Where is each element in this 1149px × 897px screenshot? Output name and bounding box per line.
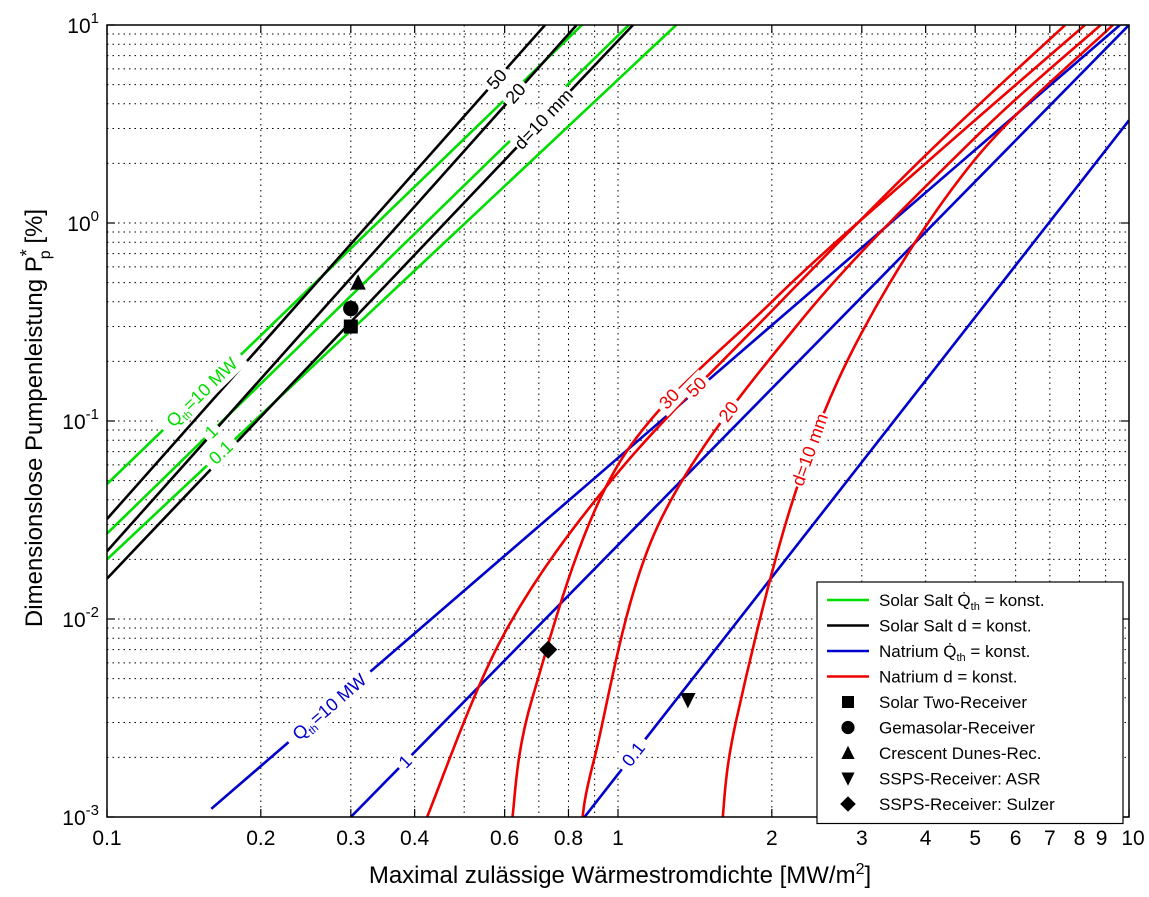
legend-marker (840, 796, 856, 812)
y-axis-label: Dimensionslose Pumpenleistung P*p [%] (17, 209, 54, 627)
x-tick-label: 8 (1074, 827, 1086, 850)
legend-label: Solar Two-Receiver (879, 693, 1027, 712)
x-tick-label: 5 (969, 827, 981, 850)
x-tick-label: 0.1 (92, 827, 121, 850)
x-tick-label: 7 (1044, 827, 1056, 850)
legend-item-natrium-q-konst: Natrium Q̇th = konst. (827, 642, 1030, 664)
point-crescent-dunes-rec (350, 274, 366, 290)
x-tick-label: 3 (856, 827, 868, 850)
legend-marker (841, 745, 855, 759)
x-tick-labels: 0.1 0.2 0.3 0.4 0.6 0.8 1 2 3 4 5 6 7 8 9 10 (92, 827, 1144, 850)
x-tick-label: 0.3 (336, 827, 365, 850)
y-tick-labels: 10-3 10-2 10-1 100 101 (62, 10, 99, 830)
legend-item-ssps-receiver-asr: SSPS-Receiver: ASR (841, 770, 1041, 789)
line-label-natrium-q-th-konst-q-th-10-mw: Qth=10 MW (281, 663, 378, 751)
legend-item-solar-two-receiver: Solar Two-Receiver (842, 693, 1027, 712)
svg-text:Qth=10 MW: Qth=10 MW (162, 354, 243, 434)
legend: Solar Salt Q̇th = konst. Solar Salt d = k… (816, 581, 1124, 825)
legend-label: SSPS-Receiver: ASR (879, 770, 1041, 789)
x-tick-label: 10 (1121, 827, 1144, 850)
legend-box (816, 581, 1124, 825)
line-label-natrium-d-konst-20: 20 (711, 393, 746, 430)
svg-text:d=10 mm: d=10 mm (788, 411, 832, 489)
line-natrium-d-konst-d-10-mm (721, 25, 1114, 817)
line-solar-salt-d-konst-50 (107, 25, 547, 520)
x-tick-label: 9 (1096, 827, 1108, 850)
line-natrium-d-konst-30 (511, 25, 1086, 817)
line-natrium-q-th-konst-0-1 (583, 119, 1129, 817)
x-tick-label: 1 (612, 827, 624, 850)
y-tick-label: 101 (67, 10, 99, 38)
point-ssps-receiver-sulzer (539, 640, 558, 659)
x-tick-label: 2 (766, 827, 778, 850)
x-tick-label: 4 (920, 827, 932, 850)
legend-label: Solar Salt Q̇th = konst. (879, 591, 1045, 613)
y-tick-label: 10-1 (62, 406, 99, 434)
legend-label: SSPS-Receiver: Sulzer (879, 795, 1055, 814)
x-tick-label: 6 (1010, 827, 1022, 850)
legend-item-solar-salt-q-konst: Solar Salt Q̇th = konst. (827, 591, 1045, 613)
legend-label: Natrium Q̇th = konst. (879, 642, 1030, 664)
legend-label: Solar Salt d = konst. (879, 617, 1032, 636)
x-tick-label: 0.2 (246, 827, 275, 850)
y-tick-label: 100 (67, 208, 99, 236)
legend-label: Gemasolar-Receiver (879, 719, 1035, 738)
legend-item-gemasolar-receiver: Gemasolar-Receiver (841, 719, 1035, 738)
point-solar-two-receiver (343, 319, 358, 334)
x-tick-label: 0.8 (554, 827, 583, 850)
plot-frame (106, 24, 1130, 818)
svg-text:Qth=10 MW: Qth=10 MW (289, 670, 373, 747)
legend-marker (841, 772, 855, 786)
line-label-natrium-q-th-konst-0-1: 0.1 (613, 732, 654, 777)
legend-item-ssps-receiver-sulzer: SSPS-Receiver: Sulzer (840, 795, 1055, 814)
x-tick-label: 0.6 (490, 827, 519, 850)
line-label-solar-salt-q-th-konst-1: 1 (197, 417, 226, 447)
legend-label: Natrium d = konst. (879, 668, 1017, 687)
x-tick-label: 0.4 (400, 827, 430, 850)
line-solar-salt-d-konst-20 (107, 25, 578, 553)
line-solar-salt-q-th-konst-0-1 (107, 25, 678, 561)
legend-marker (842, 696, 854, 708)
legend-marker (841, 720, 855, 735)
line-label-natrium-q-th-konst-1: 1 (391, 747, 420, 776)
point-gemasolar-receiver (343, 300, 359, 317)
legend-item-natrium-d-konst: Natrium d = konst. (827, 668, 1017, 687)
legend-item-crescent-dunes-rec: Crescent Dunes-Rec. (841, 744, 1042, 763)
legend-item-solar-salt-d-konst: Solar Salt d = konst. (827, 617, 1032, 636)
x-axis-label: Maximal zulässige Wärmestromdichte [MW/m… (369, 861, 871, 889)
y-tick-label: 10-2 (62, 604, 99, 632)
line-label-natrium-d-konst-d-10-mm: d=10 mm (786, 409, 834, 491)
line-natrium-d-konst-20 (581, 25, 1102, 817)
point-ssps-receiver-asr (680, 692, 696, 709)
data-points (343, 274, 696, 709)
y-tick-label: 10-3 (62, 802, 99, 830)
legend-label: Crescent Dunes-Rec. (879, 744, 1042, 763)
